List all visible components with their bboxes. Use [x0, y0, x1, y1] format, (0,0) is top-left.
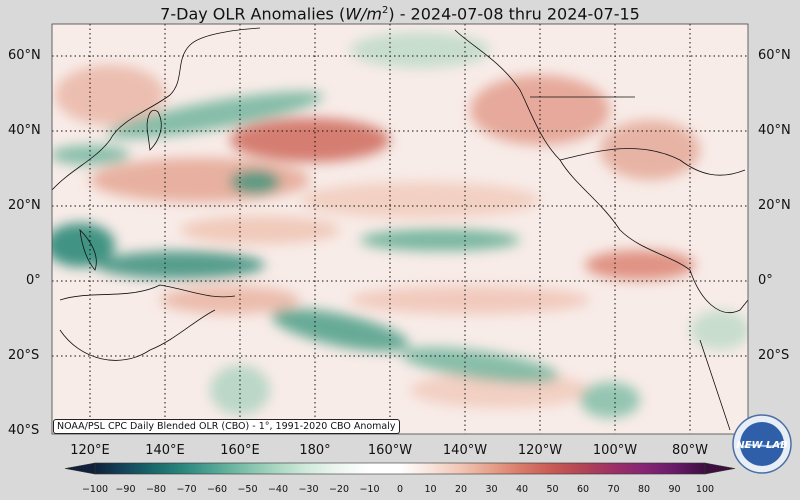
colorbar-tick: −60	[206, 484, 228, 495]
lon-label: 160°E	[220, 443, 260, 458]
map-background	[52, 24, 748, 434]
colorbar	[64, 462, 736, 475]
lat-label-left: 20°N	[8, 198, 41, 213]
lat-label-left: 20°S	[8, 348, 40, 363]
coastlines	[52, 27, 748, 431]
graticule	[52, 24, 748, 434]
logo-text: NEW LAB	[736, 440, 787, 451]
lat-label-left: 0°	[26, 273, 41, 288]
colorbar-tick: 50	[546, 484, 559, 495]
lat-label-right: 40°N	[758, 123, 791, 138]
colorbar-tick: 90	[668, 484, 681, 495]
lat-label-left: 60°N	[8, 48, 41, 63]
colorbar-tick: 60	[576, 484, 590, 495]
lon-label: 120°W	[517, 443, 563, 458]
lon-label: 120°E	[70, 443, 110, 458]
colorbar-tick: −80	[145, 484, 167, 495]
colorbar-min-arrow	[64, 462, 96, 475]
colorbar-tick: −50	[237, 484, 258, 495]
title-suffix: ) - 2024-07-08 thru 2024-07-15	[388, 4, 640, 24]
colorbar-tick: −90	[115, 484, 136, 495]
lat-label-right: 60°N	[758, 48, 791, 63]
lon-label: 140°E	[145, 443, 185, 458]
lon-label: 160°W	[367, 443, 413, 458]
lon-label: 180°	[299, 443, 331, 458]
colorbar-tick: 20	[454, 484, 468, 495]
colorbar-tick: −10	[359, 484, 380, 495]
map-title: 7-Day OLR Anomalies (W/m2) - 2024-07-08 …	[0, 0, 800, 24]
title-unit: W/m	[345, 4, 382, 24]
colorbar-tick: −70	[176, 484, 197, 495]
data-source-note: NOAA/PSL CPC Daily Blended OLR (CBO) - 1…	[53, 419, 400, 434]
map-frame	[51, 23, 749, 435]
title-unit-exponent: 2	[381, 5, 389, 16]
lat-label-left: 40°S	[8, 423, 40, 438]
colorbar-tick: 30	[485, 484, 498, 495]
colorbar-tick: −20	[328, 484, 350, 495]
lat-label-right: 0°	[758, 273, 773, 288]
colorbar-tick: −40	[267, 484, 289, 495]
colorbar-max-arrow	[704, 462, 736, 475]
colorbar-tick: 100	[695, 484, 715, 495]
colorbar-tick: 10	[424, 484, 437, 495]
title-prefix: 7-Day OLR Anomalies (	[160, 4, 346, 24]
colorbar-tick: −100	[81, 484, 109, 495]
colorbar-tick: 80	[637, 484, 651, 495]
lon-label: 100°W	[592, 443, 638, 458]
colorbar-tick: 40	[515, 484, 529, 495]
lat-label-right: 20°N	[758, 198, 791, 213]
anomaly-field	[52, 24, 748, 434]
logo-globe	[740, 422, 784, 466]
lat-label-right: 20°S	[758, 348, 790, 363]
colorbar-tick: −30	[298, 484, 319, 495]
colorbar-tick: 70	[607, 484, 620, 495]
lat-label-left: 40°N	[8, 123, 41, 138]
colorbar-tick: 0	[396, 484, 404, 495]
lon-label: 80°W	[672, 443, 708, 458]
psl-logo: NEW LAB	[732, 414, 792, 474]
lon-label: 140°W	[442, 443, 488, 458]
